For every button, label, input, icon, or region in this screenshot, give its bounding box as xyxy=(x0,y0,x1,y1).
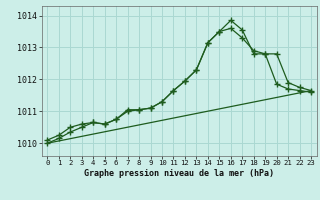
X-axis label: Graphe pression niveau de la mer (hPa): Graphe pression niveau de la mer (hPa) xyxy=(84,169,274,178)
